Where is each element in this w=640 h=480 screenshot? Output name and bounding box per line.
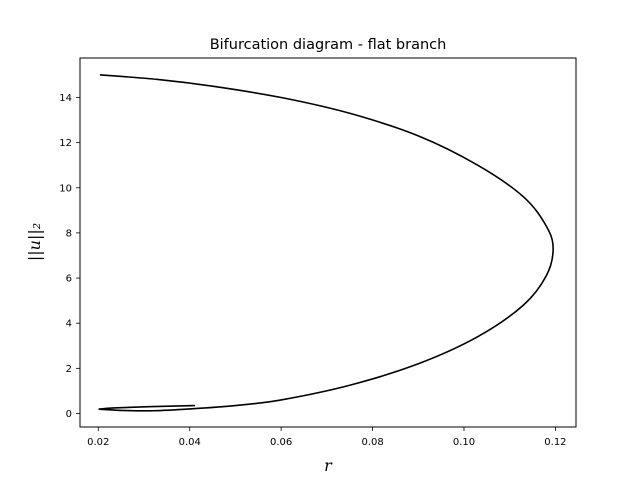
chart-title: Bifurcation diagram - flat branch <box>210 37 447 53</box>
x-tick-label: 0.06 <box>270 437 292 448</box>
x-axis-label: r <box>324 456 333 475</box>
x-axis-ticks: 0.02 0.04 0.06 0.08 0.10 0.12 <box>87 427 567 448</box>
x-tick-label: 0.10 <box>453 437 475 448</box>
y-tick-label: 14 <box>59 93 72 104</box>
y-tick-label: 0 <box>66 409 72 420</box>
y-tick-label: 12 <box>59 138 72 149</box>
x-tick-label: 0.12 <box>544 437 566 448</box>
x-tick-label: 0.08 <box>361 437 383 448</box>
x-tick-label: 0.04 <box>179 437 201 448</box>
y-axis-ticks: 0 2 4 6 8 10 12 14 <box>59 93 80 420</box>
x-tick-label: 0.02 <box>87 437 109 448</box>
y-tick-label: 8 <box>66 228 72 239</box>
y-tick-label: 10 <box>59 183 72 194</box>
y-tick-label: 2 <box>66 364 72 375</box>
y-tick-label: 4 <box>66 319 72 330</box>
bifurcation-curve <box>98 74 554 412</box>
y-axis-label: ||u||₂ <box>25 223 44 261</box>
y-tick-label: 6 <box>66 274 72 285</box>
axes-frame <box>79 57 577 428</box>
plot-area <box>98 74 554 412</box>
